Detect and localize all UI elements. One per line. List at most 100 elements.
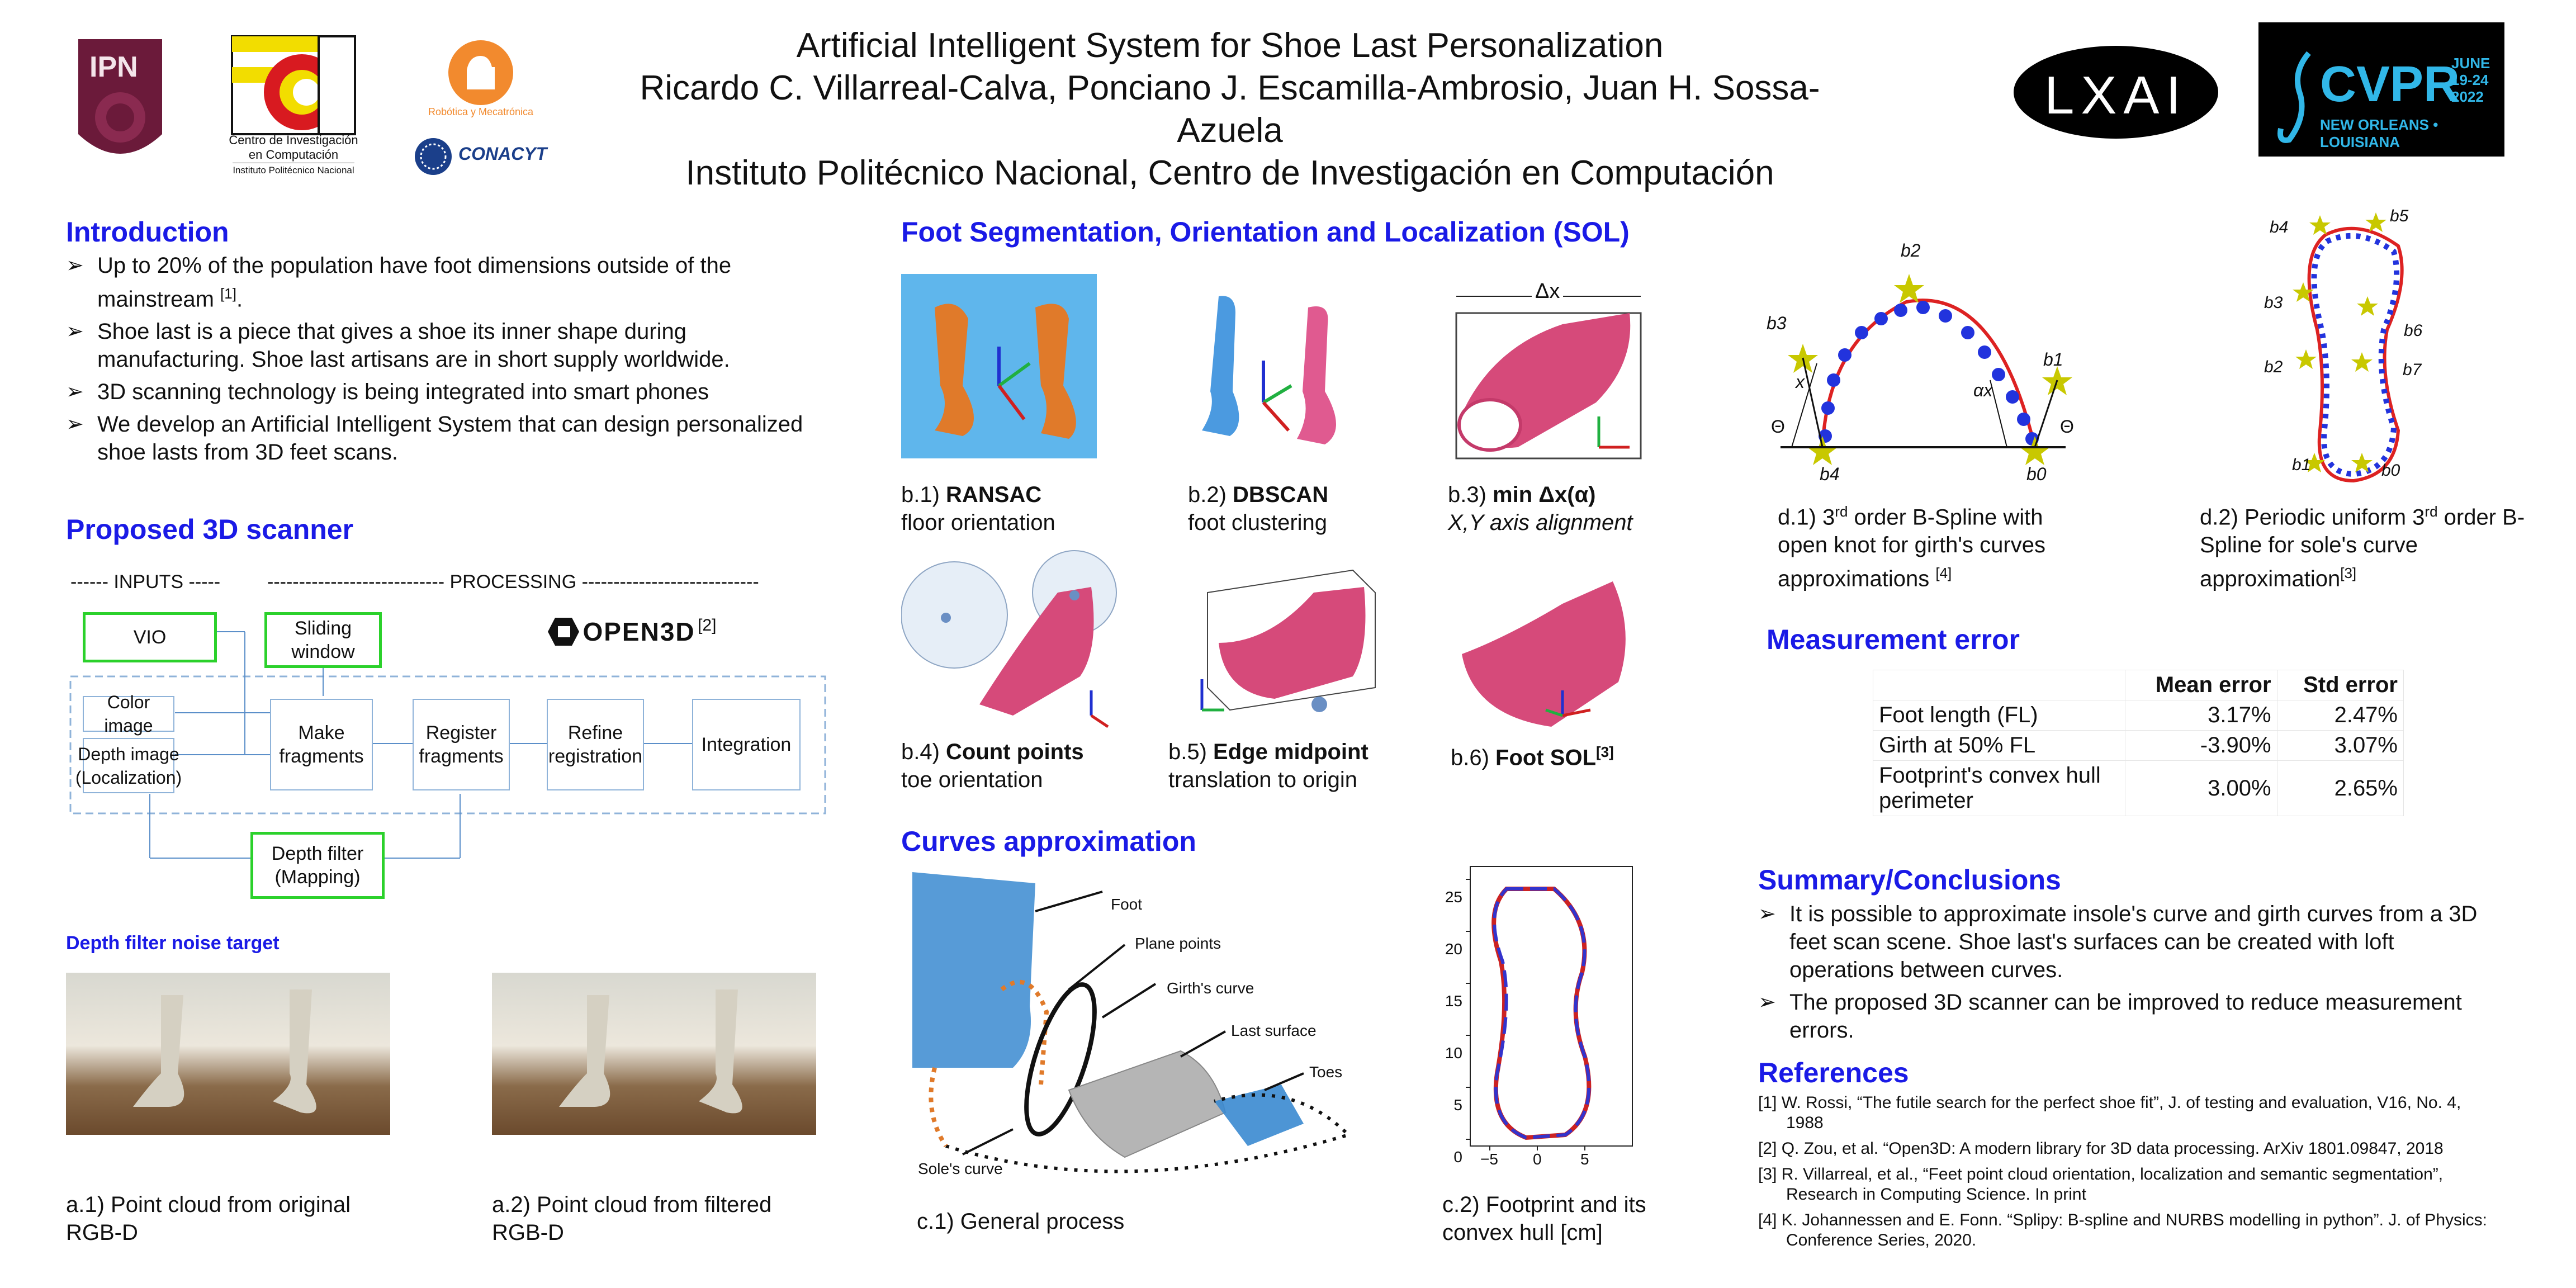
cic-logo: Centro de Investigación en Computación I… — [207, 34, 380, 184]
depth-filter-box: Depth filter (Mapping) — [250, 832, 385, 899]
ransac-image — [901, 274, 1097, 458]
caption-a2: a.2) Point cloud from filtered RGB-D — [492, 1192, 772, 1245]
caption-c2: c.2) Footprint and its convex hull [cm] — [1442, 1192, 1646, 1245]
conacyt-logo: CONACYT — [414, 137, 565, 182]
processing-label: ---------------------------- PROCESSING … — [267, 571, 759, 593]
delta-x-label: Δx — [1532, 280, 1564, 304]
cvpr-year: 2022 — [2451, 88, 2484, 105]
intro-heading: Introduction — [66, 216, 229, 248]
poster-affiliation: Instituto Politécnico Nacional, Centro d… — [685, 154, 1774, 192]
y-tick: 25 — [1445, 888, 1462, 906]
label-b0: b0 — [2381, 461, 2400, 480]
caption-b3: b.3) min Δx(α) X,Y axis alignment — [1448, 482, 1633, 535]
ipn-logo: IPN — [73, 34, 168, 173]
label-b1: b1 — [2292, 456, 2311, 474]
y-tick: 20 — [1445, 940, 1462, 958]
min-delta-image: Δx — [1451, 280, 1646, 464]
curves-heading: Curves approximation — [901, 826, 1196, 857]
summary-heading: Summary/Conclusions — [1758, 864, 2061, 896]
point-cloud-filtered-image — [492, 973, 816, 1135]
cic-line2: en Computación — [248, 148, 339, 162]
summary-list: It is possible to approximate insole's c… — [1758, 900, 2502, 1049]
lxai-text: LXAI — [2044, 65, 2188, 125]
sliding-window-box: Sliding window — [264, 612, 382, 668]
label-b2: b2 — [1901, 240, 1921, 261]
intro-item: 3D scanning technology is being integrat… — [66, 378, 815, 406]
summary-item: It is possible to approximate insole's c… — [1758, 900, 2502, 984]
label-alpha-x: αx — [1973, 380, 1993, 400]
caption-a1: a.1) Point cloud from original RGB-D — [66, 1192, 351, 1245]
robotica-logo: Robótica y Mecatrónica — [425, 39, 537, 129]
label-b3: b3 — [1767, 313, 1787, 333]
ipn-logo-text: IPN — [89, 51, 138, 83]
label-theta-left: Θ — [1771, 416, 1785, 437]
scanner-diagram: ------ INPUTS ----- --------------------… — [66, 565, 837, 911]
make-fragments-box: Make fragments — [270, 699, 373, 790]
cvpr-text: CVPR — [2320, 56, 2460, 112]
label-b7: b7 — [2403, 361, 2422, 379]
register-fragments-box: Register fragments — [413, 699, 510, 790]
girth-spline-diagram: b2 b3 b1 b4 b0 x αx Θ Θ — [1761, 229, 2080, 492]
caption-d1: d.1) 3rd order B-Spline with open knot f… — [1778, 503, 2045, 591]
open3d-ref: [2] — [698, 615, 717, 634]
lxai-logo: LXAI — [2012, 45, 2219, 140]
depth-image-box: Depth image (Localization) — [75, 738, 182, 793]
y-tick: 5 — [1453, 1096, 1462, 1114]
y-tick: 10 — [1445, 1044, 1462, 1062]
y-tick: 15 — [1445, 992, 1462, 1010]
error-heading: Measurement error — [1767, 624, 2020, 655]
robotica-text: Robótica y Mecatrónica — [428, 106, 534, 117]
scanner-heading: Proposed 3D scanner — [66, 514, 354, 545]
edge-midpoint-image — [1185, 559, 1398, 727]
reference-item: [4] K. Johannessen and E. Fonn. “Splipy:… — [1758, 1211, 2488, 1249]
point-cloud-original-image — [66, 973, 390, 1135]
table-row: Foot length (FL) 3.17% 2.47% — [1873, 700, 2404, 731]
foot-sol-image — [1451, 570, 1652, 738]
label-theta-right: Θ — [2060, 416, 2074, 437]
conacyt-text: CONACYT — [458, 144, 547, 164]
cvpr-date1: JUNE — [2451, 55, 2490, 72]
cvpr-date2: 19-24 — [2451, 72, 2489, 88]
sole-spline-diagram: b4 b5 b3 b6 b2 b7 b1 b0 — [2264, 207, 2449, 498]
label-last-surface: Last surface — [1231, 1022, 1317, 1039]
summary-item: The proposed 3D scanner can be improved … — [1758, 988, 2502, 1044]
footprint-chart: 25 20 15 10 5 0 −5 0 5 — [1431, 861, 1644, 1168]
integration-box: Integration — [692, 699, 801, 790]
table-row: Girth at 50% FL -3.90% 3.07% — [1873, 730, 2404, 761]
intro-item: Shoe last is a piece that gives a shoe i… — [66, 318, 815, 373]
sol-heading: Foot Segmentation, Orientation and Local… — [901, 216, 1630, 248]
caption-b1: b.1) RANSAC floor orientation — [901, 482, 1055, 535]
label-b1: b1 — [2043, 349, 2063, 370]
cvpr-city: NEW ORLEANS • LOUISIANA — [2320, 116, 2438, 150]
label-b2: b2 — [2264, 358, 2283, 376]
color-image-box: Color image — [83, 692, 174, 736]
col-std-error: Std error — [2276, 670, 2404, 700]
table-row: Footprint's convex hull perimeter 3.00% … — [1873, 760, 2404, 816]
intro-list: Up to 20% of the population have foot di… — [66, 252, 815, 471]
inputs-label: ------ INPUTS ----- — [70, 571, 221, 593]
col-mean-error: Mean error — [2125, 670, 2277, 700]
label-x: x — [1796, 372, 1805, 392]
x-tick: 5 — [1580, 1150, 1589, 1168]
label-sole-curve: Sole's curve — [918, 1160, 1003, 1177]
count-points-image — [901, 548, 1119, 732]
label-b4: b4 — [2270, 218, 2289, 236]
poster-authors: Ricardo C. Villarreal-Calva, Ponciano J.… — [640, 69, 1820, 150]
vio-box: VIO — [83, 612, 217, 662]
label-b6: b6 — [2404, 321, 2423, 340]
caption-b5: b.5) Edge midpoint translation to origin — [1168, 740, 1368, 792]
references-heading: References — [1758, 1057, 1909, 1088]
poster-title: Artificial Intelligent System for Shoe L… — [796, 26, 1664, 65]
caption-d2: d.2) Periodic uniform 3rd order B-Spline… — [2200, 503, 2525, 591]
label-b4: b4 — [1820, 464, 1840, 484]
general-process-image: Foot Plane points Girth's curve Last sur… — [901, 866, 1460, 1180]
intro-item: Up to 20% of the population have foot di… — [66, 252, 815, 313]
cic-line1: Centro de Investigación — [229, 133, 358, 147]
reference-item: [1] W. Rossi, “The futile search for the… — [1758, 1093, 2461, 1132]
reference-item: [2] Q. Zou, et al. “Open3D: A modern lib… — [1758, 1139, 2444, 1158]
cic-line3: Instituto Politécnico Nacional — [233, 163, 354, 178]
label-toes: Toes — [1309, 1063, 1343, 1081]
label-b3: b3 — [2264, 293, 2283, 312]
cvpr-logo: CVPR JUNE 19-24 2022 NEW ORLEANS • LOUIS… — [2258, 22, 2504, 157]
intro-item: We develop an Artificial Intelligent Sys… — [66, 410, 815, 466]
